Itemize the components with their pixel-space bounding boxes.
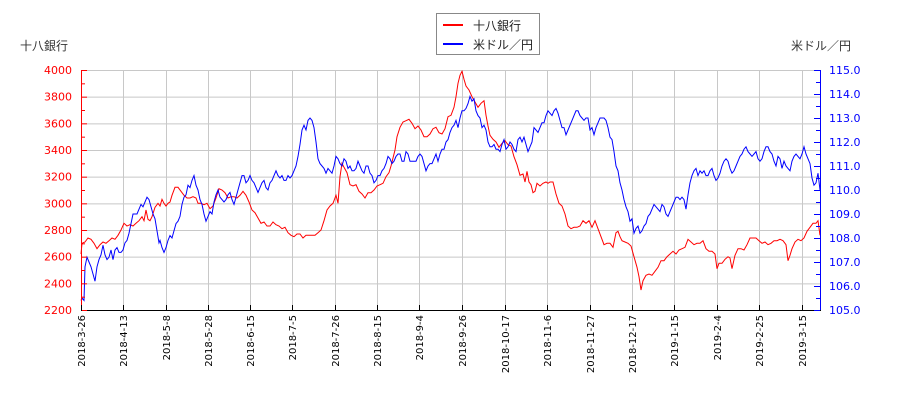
right-tick-label: 112.0 <box>829 136 861 149</box>
right-tick-label: 110.0 <box>829 184 861 197</box>
left-tick-label: 3000 <box>44 197 72 210</box>
legend-swatch-red-icon <box>443 24 463 26</box>
x-tick-label: 2018-12-17 <box>628 315 639 373</box>
right-tick-label: 111.0 <box>829 160 861 173</box>
right-tick-label: 115.0 <box>829 64 861 77</box>
series-line <box>80 94 821 302</box>
right-tick-label: 113.0 <box>829 112 861 125</box>
legend-label: 米ドル／円 <box>473 37 534 52</box>
right-tick-label: 107.0 <box>829 256 861 269</box>
x-tick-label: 2018-10-17 <box>501 315 512 373</box>
x-tick-label: 2018-8-15 <box>373 315 384 367</box>
left-tick-label: 3400 <box>44 144 72 157</box>
x-tick-label: 2018-5-8 <box>162 315 173 360</box>
left-tick-label: 3800 <box>44 91 72 104</box>
x-tick-label: 2018-7-5 <box>288 315 299 360</box>
legend-swatch-blue-icon <box>443 43 463 45</box>
legend-item-juhachi-bank: 十八銀行 <box>443 16 521 34</box>
axes <box>81 70 821 311</box>
left-axis-title: 十八銀行 <box>20 39 69 53</box>
right-tick-label: 108.0 <box>829 232 861 245</box>
x-tick-label: 2019-2-25 <box>755 315 766 367</box>
x-tick-label: 2018-5-28 <box>204 315 215 367</box>
x-tick-label: 2018-3-26 <box>77 315 88 367</box>
x-tick-label: 2019-1-15 <box>670 315 681 367</box>
left-tick-label: 4000 <box>44 64 72 77</box>
x-tick-label: 2019-3-15 <box>798 315 809 367</box>
series-lines <box>80 69 821 302</box>
left-tick-label: 2600 <box>44 251 72 264</box>
right-tick-label: 105.0 <box>829 304 861 317</box>
legend: 十八銀行 米ドル／円 <box>436 13 540 55</box>
x-tick-label: 2018-4-13 <box>119 315 130 367</box>
left-tick-label: 2800 <box>44 224 72 237</box>
right-tick-label: 109.0 <box>829 208 861 221</box>
x-tick-label: 2018-7-26 <box>331 315 342 367</box>
legend-item-usdjpy: 米ドル／円 <box>443 35 533 53</box>
x-tick-label: 2018-9-4 <box>415 315 426 360</box>
legend-label: 十八銀行 <box>473 18 522 33</box>
right-tick-label: 114.0 <box>829 88 861 101</box>
tick-labels: 2200 2400 2600 2800 3000 3200 3400 3600 3800 4000… <box>44 64 861 373</box>
left-tick-label: 2400 <box>44 277 72 290</box>
grid-lines <box>81 70 820 311</box>
right-tick-label: 106.0 <box>829 280 861 293</box>
x-tick-label: 2018-6-15 <box>246 315 257 367</box>
left-tick-label: 2200 <box>44 304 72 317</box>
left-tick-label: 3200 <box>44 171 72 184</box>
x-tick-label: 2018-9-26 <box>458 315 469 367</box>
x-tick-label: 2018-11-27 <box>586 315 597 373</box>
right-axis-title: 米ドル／円 <box>791 39 852 53</box>
x-tick-label: 2018-11-6 <box>543 315 554 367</box>
series-line <box>80 69 821 291</box>
left-tick-label: 3600 <box>44 117 72 130</box>
x-tick-label: 2019-2-4 <box>713 315 724 360</box>
